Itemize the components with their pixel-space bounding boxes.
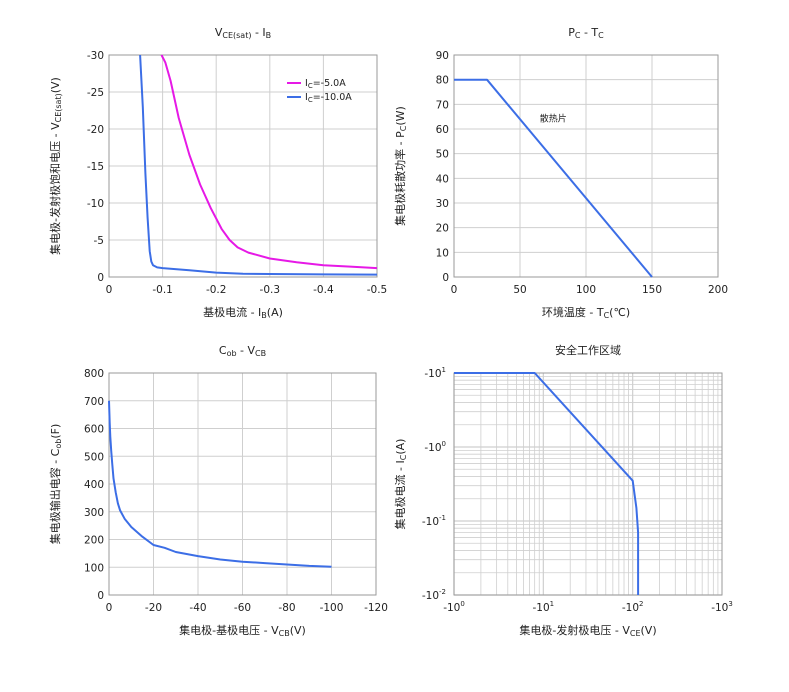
vce-series-line-1 [139, 54, 378, 276]
vce-y-tick-label: -30 [87, 50, 104, 62]
chart-panel-pc-tc: 0 50 100 150 200 0 10 20 30 40 50 60 70 80 90 散热片 PC - T… [393, 26, 728, 320]
cob-x-tick-label: -40 [189, 602, 206, 614]
vce-x-tick-label: 0 [106, 284, 113, 296]
soa-chart-title: 安全工作区域 [555, 343, 621, 357]
pc-y-tick-label: 10 [436, 247, 449, 259]
vce-x-tick-label: -0.1 [152, 284, 173, 296]
soa-x-tick-label: -101 [533, 600, 555, 614]
pc-plot-frame [453, 54, 719, 278]
vce-plot-frame [108, 54, 378, 278]
cob-y-tick-label: 500 [84, 451, 104, 463]
pc-x-tick-label: 100 [576, 284, 596, 296]
vce-x-tick-label: -0.5 [367, 284, 388, 296]
vce-series-line-0 [160, 54, 378, 270]
soa-y-tick-label: -100 [424, 440, 446, 454]
soa-y-axis-label: 集电极电流 - IC(A) [393, 439, 408, 530]
pc-series-line-0 [454, 78, 653, 278]
cob-x-axis-label: 集电极-基极电压 - VCB(V) [179, 623, 306, 638]
vce-y-tick-label: -20 [87, 124, 104, 136]
cob-x-tick-label: -120 [364, 602, 388, 614]
soa-plot-frame [453, 372, 723, 596]
chart-panel-safe-operating-area: -100 -101 -102 -103 -10-2 -10-1 -100 -101 安全工作区域… [393, 343, 733, 638]
vce-x-axis-label: 基极电流 - IB(A) [203, 305, 283, 320]
pc-y-tick-label: 30 [436, 198, 449, 210]
cob-y-tick-label: 700 [84, 396, 104, 408]
vce-x-tick-label: -0.3 [260, 284, 281, 296]
pc-x-tick-label: 50 [513, 284, 526, 296]
vce-y-tick-label: -10 [87, 198, 104, 210]
cob-plot-frame [108, 372, 377, 596]
cob-y-tick-label: 0 [97, 590, 104, 602]
pc-chart-title: PC - TC [568, 26, 604, 40]
soa-y-tick-label: -10-2 [422, 588, 446, 602]
soa-y-tick-label: -10-1 [422, 514, 446, 528]
pc-y-tick-label: 80 [436, 75, 449, 87]
pc-y-tick-label: 90 [436, 50, 449, 62]
cob-x-tick-label: -20 [145, 602, 162, 614]
cob-y-tick-label: 800 [84, 368, 104, 380]
vce-y-tick-label: 0 [97, 272, 104, 284]
vce-legend-label: IC=-5.0A [305, 78, 346, 90]
vce-chart-title: VCE(sat) - IB [215, 26, 271, 40]
pc-y-tick-label: 60 [436, 124, 449, 136]
cob-x-tick-label: 0 [106, 602, 113, 614]
soa-y-tick-label: -101 [424, 366, 446, 380]
vce-legend-label: IC=-10.0A [305, 92, 352, 104]
cob-y-axis-label: 集电极输出电容 - Cob(F) [48, 424, 63, 545]
cob-y-tick-label: 100 [84, 562, 104, 574]
cob-x-tick-label: -100 [320, 602, 344, 614]
soa-x-tick-label: -102 [622, 600, 644, 614]
pc-y-axis-label: 集电极耗散功率 - PC(W) [393, 106, 408, 226]
vce-y-tick-label: -15 [87, 161, 104, 173]
vce-y-axis-label: 集电极-发射极饱和电压 - VCE(sat)(V) [48, 77, 63, 255]
cob-chart-title: Cob - VCB [219, 344, 266, 358]
soa-x-axis-label: 集电极-发射极电压 - VCE(V) [519, 623, 656, 638]
pc-y-tick-label: 70 [436, 99, 449, 111]
pc-x-tick-label: 200 [708, 284, 728, 296]
cob-y-tick-label: 300 [84, 507, 104, 519]
vce-x-tick-label: -0.4 [313, 284, 334, 296]
cob-x-tick-label: -60 [234, 602, 251, 614]
cob-x-tick-label: -80 [278, 602, 295, 614]
pc-y-tick-label: 20 [436, 223, 449, 235]
soa-series-line-0 [454, 372, 640, 595]
soa-x-tick-label: -100 [443, 600, 465, 614]
cob-y-tick-label: 600 [84, 424, 104, 436]
chart-panel-cob-vcb: 0 -20 -40 -60 -80 -100 -120 0 100 200 300 400 500 600… [48, 344, 388, 638]
cob-y-tick-label: 400 [84, 479, 104, 491]
pc-x-tick-label: 150 [642, 284, 662, 296]
pc-y-tick-label: 0 [442, 272, 449, 284]
pc-annotation: 散热片 [540, 113, 567, 125]
pc-y-tick-label: 40 [436, 173, 449, 185]
cob-y-tick-label: 200 [84, 535, 104, 547]
chart-panel-vce-ib: 0 -0.1 -0.2 -0.3 -0.4 -0.5 0 -5 -10 -15 -20 -25 -30 I… [48, 26, 387, 320]
vce-x-tick-label: -0.2 [206, 284, 227, 296]
pc-x-axis-label: 环境温度 - TC(℃) [542, 305, 630, 320]
vce-y-tick-label: -5 [94, 235, 104, 247]
pc-x-tick-label: 0 [451, 284, 458, 296]
soa-x-tick-label: -103 [711, 600, 733, 614]
cob-series-line-0 [108, 400, 332, 568]
vce-y-tick-label: -25 [87, 87, 104, 99]
pc-y-tick-label: 50 [436, 149, 449, 161]
